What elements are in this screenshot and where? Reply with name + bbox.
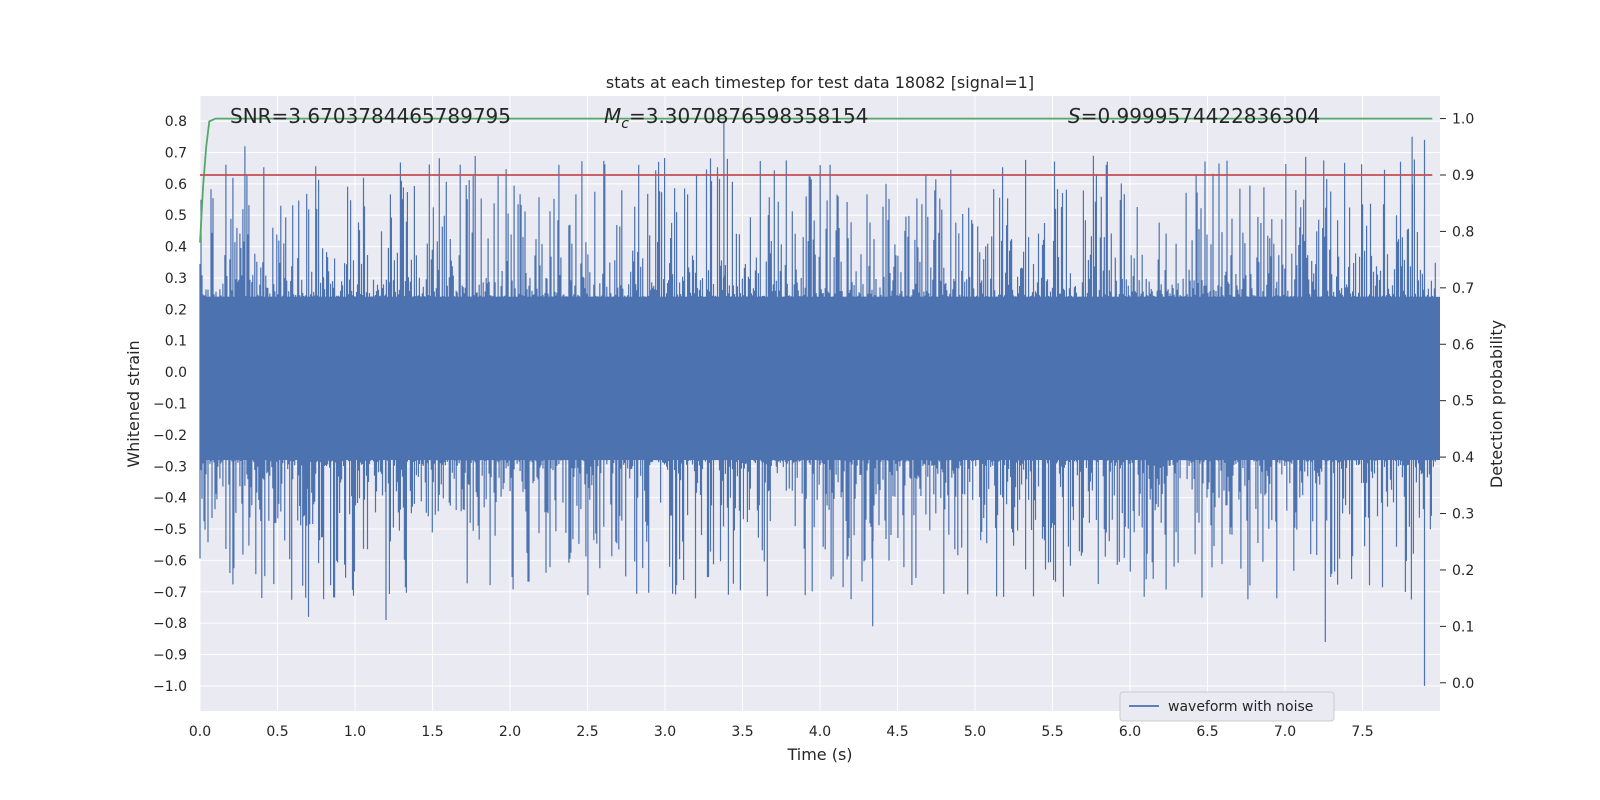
y-tick-label: 0.8 <box>165 114 187 130</box>
snr-annotation: SNR=3.6703784465789795 <box>230 104 511 128</box>
x-tick-label: 6.5 <box>1196 724 1218 740</box>
y-right-tick-label: 0.8 <box>1452 224 1474 240</box>
y-tick-label: 0.5 <box>165 208 187 224</box>
y-tick-label: −0.4 <box>153 491 187 507</box>
x-tick-label: 6.0 <box>1119 724 1141 740</box>
mc-value: =3.3070876598358154 <box>629 104 868 128</box>
y-right-tick-label: 0.4 <box>1452 450 1474 466</box>
y-tick-label: −0.8 <box>153 616 187 632</box>
y-tick-label: 0.4 <box>165 240 187 256</box>
y-tick-labels: 0.8 0.7 0.6 0.5 0.4 0.3 0.2 0.1 0.0 −0.1 −0.2 −0.3 −… <box>153 114 187 695</box>
x-axis-label: Time (s) <box>786 745 852 764</box>
legend-box <box>1119 691 1335 722</box>
probability-series <box>199 117 1433 243</box>
y-tick-label: 0.7 <box>165 145 187 161</box>
y-right-tick-label: 0.3 <box>1452 507 1474 523</box>
x-tick-label: 0.5 <box>266 724 288 740</box>
y-tick-label: −0.1 <box>153 397 187 413</box>
x-tick-label: 3.5 <box>731 724 753 740</box>
y-right-tick-label: 0.5 <box>1452 394 1474 410</box>
x-tick-label: 7.5 <box>1351 724 1373 740</box>
y-tick-label: −0.5 <box>153 522 187 538</box>
s-symbol: S <box>1068 104 1081 128</box>
x-tick-label: 3.0 <box>654 724 676 740</box>
x-tick-label: 4.0 <box>809 724 831 740</box>
y-axis-label: Whitened strain <box>124 340 143 467</box>
x-tick-labels: 0.0 0.5 1.0 1.5 2.0 2.5 3.0 3.5 4.0 4.5 5.0 5.5 6.0 6… <box>189 724 1374 740</box>
y-right-tick-label: 0.0 <box>1452 676 1474 692</box>
y-tick-label: −0.9 <box>153 648 187 664</box>
legend: waveform with noise <box>1119 691 1335 722</box>
legend-label-waveform: waveform with noise <box>1168 699 1313 715</box>
y-tick-label: −0.7 <box>153 585 187 601</box>
y-tick-label: −1.0 <box>153 679 187 695</box>
y-right-tick-label: 1.0 <box>1452 112 1474 128</box>
x-tick-label: 1.5 <box>421 724 443 740</box>
chirp-mass-annotation: Mc=3.3070876598358154 <box>604 104 868 132</box>
y-right-axis-label: Detection probability <box>1487 320 1506 488</box>
y-right-tick-labels: 1.0 0.9 0.8 0.7 0.6 0.5 0.4 0.3 0.2 0.1 0.0 <box>1440 112 1474 692</box>
y-tick-label: 0.2 <box>165 302 187 318</box>
x-tick-label: 4.5 <box>886 724 908 740</box>
x-tick-label: 1.0 <box>344 724 366 740</box>
y-tick-label: 0.0 <box>165 365 187 381</box>
x-tick-label: 5.0 <box>964 724 986 740</box>
y-right-tick-label: 0.2 <box>1452 563 1474 579</box>
x-tick-label: 7.0 <box>1274 724 1296 740</box>
chart-title: stats at each timestep for test data 180… <box>606 73 1034 92</box>
x-tick-label: 0.0 <box>189 724 211 740</box>
y-right-tick-label: 0.1 <box>1452 619 1474 635</box>
y-tick-label: 0.3 <box>165 271 187 287</box>
waveform-series <box>199 121 1440 686</box>
y-right-tick-label: 0.6 <box>1452 337 1474 353</box>
detection-probability-line <box>199 117 1433 243</box>
y-tick-label: −0.3 <box>153 459 187 475</box>
y-right-tick-label: 0.9 <box>1452 168 1474 184</box>
y-tick-label: 0.6 <box>165 177 187 193</box>
s-value: =0.9999574422836304 <box>1081 104 1320 128</box>
y-tick-label: 0.1 <box>165 334 187 350</box>
y-tick-label: −0.6 <box>153 553 187 569</box>
x-tick-label: 5.5 <box>1041 724 1063 740</box>
x-tick-label: 2.5 <box>576 724 598 740</box>
x-tick-label: 2.0 <box>499 724 521 740</box>
waveform-core-band <box>200 296 1440 460</box>
y-tick-label: −0.2 <box>153 428 187 444</box>
mc-symbol: M <box>604 104 621 128</box>
score-annotation: S=0.9999574422836304 <box>1068 104 1320 128</box>
mc-subscript: c <box>621 116 629 132</box>
y-right-tick-label: 0.7 <box>1452 281 1474 297</box>
